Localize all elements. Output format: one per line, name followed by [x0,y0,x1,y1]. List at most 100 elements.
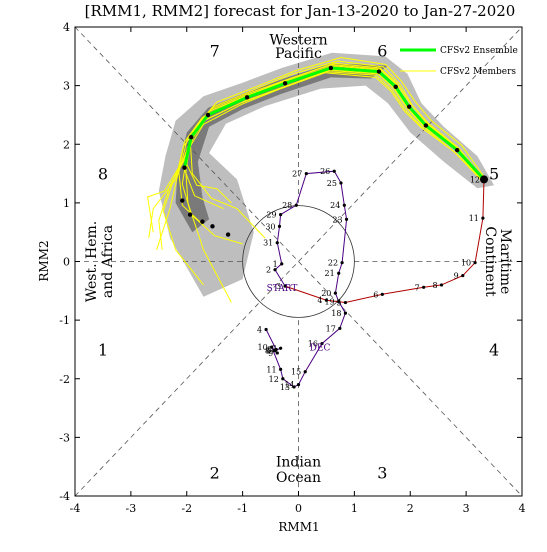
phase-number-1: 1 [98,340,108,359]
dec-label-1: 1 [273,260,278,269]
dec-label-15: 15 [291,368,301,377]
dec-point-1 [280,262,284,266]
legend: CFSv2 Ensemble CFSv2 Members [400,46,518,77]
ensemble-dot-15 [210,224,215,229]
dec-label-27: 27 [292,170,302,179]
phase-guides [74,26,523,497]
phase-number-3: 3 [377,464,387,483]
y-tick-label-0: 0 [63,256,70,269]
y-axis-label: RMM2 [37,240,51,281]
jan-point-12 [480,175,489,184]
ensemble-dot-5 [376,69,382,74]
jan-point-7 [422,285,426,289]
jan-label-4: 4 [317,296,322,305]
y-tick-label-1: 1 [63,197,70,210]
dec-point-24 [342,203,346,207]
ensemble-dot-1 [454,147,460,153]
dec-label-16: 16 [308,340,318,349]
dec-point-29 [279,213,283,217]
dec-point-8 [272,349,276,353]
phase-number-2: 2 [210,464,220,483]
y-tick-label--2: -2 [59,373,70,386]
observed-track-group: 456 7891011121314151617181920212223242526… [257,167,489,392]
dec-label: DEC [310,344,331,354]
dec-label-13: 13 [280,383,290,392]
dec-point-21 [337,271,341,275]
member-line-10 [147,62,484,233]
x-tick-label-1: 1 [351,502,358,515]
dec-label-28: 28 [282,201,292,210]
region-top-line-2: Pacific [275,46,322,62]
x-tick-label--1: -1 [237,502,248,515]
dec-point-23 [344,217,349,221]
dec-point-9 [275,351,279,355]
jan-label-6: 6 [373,290,378,299]
jan-label-11: 11 [469,214,479,223]
ensemble-dot-9 [205,112,211,118]
dec-point-31 [275,241,279,245]
dec-point-14 [296,383,301,387]
dec-point-20 [333,291,337,295]
dec-label-7: 7 [272,344,277,353]
dec-point-28 [294,203,298,207]
dec-label-8: 8 [265,347,270,356]
dec-point-17 [338,326,342,330]
dec-point-26 [332,169,336,173]
dec-label-19: 19 [325,297,335,306]
dec-label-23: 23 [332,215,342,224]
dec-point-4 [264,327,268,332]
dec-label-11: 11 [266,365,276,374]
ensemble-dot-3 [406,104,412,109]
x-tick-label--3: -3 [126,502,137,515]
dec-label-25: 25 [327,179,337,188]
dec-label-14: 14 [284,381,294,390]
jan-point-6 [380,292,384,296]
dec-point-11 [279,367,283,371]
dec-label-24: 24 [330,201,340,210]
dec-point-12 [281,377,285,381]
legend-ensemble-label: CFSv2 Ensemble [440,46,518,56]
dec-label-18: 18 [331,309,341,318]
region-top-line-1: Western [269,33,327,49]
ensemble-dot-4 [393,84,398,89]
region-left-line-2: and Africa [100,225,116,298]
jan-label-9: 9 [454,272,459,281]
unit-circle [242,205,355,318]
dec-point-30 [277,224,282,228]
x-tick-label--4: -4 [70,502,81,515]
x-tick-label--2: -2 [181,502,192,515]
dec-label-22: 22 [328,259,338,268]
ensemble-dot-14 [200,219,205,224]
dec-label-29: 29 [266,211,276,220]
region-bottom-line-1: Indian [276,455,321,471]
jan-point-9 [461,273,465,278]
x-tick-label-4: 4 [519,502,526,515]
ensemble-dot-2 [423,123,429,128]
jan-label-10: 10 [461,259,471,268]
dec-point-22 [340,261,344,265]
dec-label-31: 31 [263,239,273,248]
dec-label-30: 30 [265,222,275,231]
dec-label-9: 9 [268,349,273,358]
y-tick-label--3: -3 [59,431,70,444]
jan-label-8: 8 [432,281,437,290]
jan-point-8 [439,283,444,287]
x-tick-label-2: 2 [407,502,414,515]
y-tick-label-2: 2 [63,138,70,151]
phase-number-8: 8 [98,165,108,184]
dec-point-18 [343,311,348,315]
phase-number-5: 5 [489,165,499,184]
x-axis-label: RMM1 [278,520,319,534]
dec-point-16 [320,341,324,346]
region-left-line-1: West. Hem. [84,221,100,302]
dec-point-10 [270,345,274,349]
dec-label-21: 21 [325,269,335,278]
member-line-9 [148,71,483,239]
jan-label-12: 12 [470,175,480,184]
ensemble-dot-8 [244,95,250,100]
jan-label-7: 7 [415,283,420,292]
y-tick-label-3: 3 [63,80,70,93]
jan-point-10 [473,261,477,265]
